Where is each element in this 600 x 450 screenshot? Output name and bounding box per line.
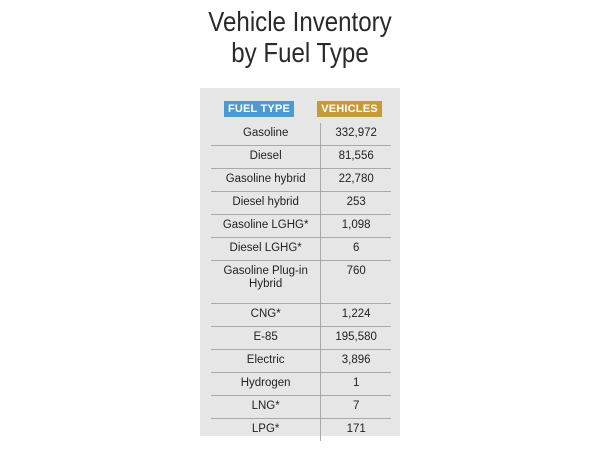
fuel-type-header: FUEL TYPE — [224, 101, 294, 117]
table-row: Diesel LGHG* 6 — [211, 237, 391, 261]
fuel-type-cell: Gasoline hybrid — [211, 168, 322, 192]
table-row: CNG* 1,224 — [211, 303, 391, 327]
fuel-type-cell: LPG* — [211, 418, 322, 441]
table-row: Gasoline 332,972 — [211, 123, 391, 146]
vehicles-cell: 3,896 — [320, 349, 391, 373]
vehicles-cell: 7 — [320, 395, 391, 419]
fuel-type-cell: Hydrogen — [211, 372, 322, 396]
vehicles-cell: 195,580 — [320, 326, 391, 350]
fuel-type-cell: LNG* — [211, 395, 322, 419]
table-row: Gasoline Plug-in Hybrid 760 — [211, 260, 391, 304]
fuel-type-cell: Diesel LGHG* — [211, 237, 322, 261]
vehicles-cell: 1,098 — [320, 214, 391, 238]
vehicles-header: VEHICLES — [317, 101, 382, 117]
table-row: Diesel 81,556 — [211, 145, 391, 169]
inventory-table-panel: FUEL TYPE VEHICLES Gasoline 332,972 Dies… — [200, 88, 400, 441]
vehicles-cell: 1,224 — [320, 303, 391, 327]
fuel-type-cell: CNG* — [211, 303, 322, 327]
fuel-type-cell: Diesel hybrid — [211, 191, 322, 215]
fuel-type-cell: Electric — [211, 349, 322, 373]
vehicles-cell: 253 — [320, 191, 391, 215]
page-title: Vehicle Inventory by Fuel Type — [171, 6, 429, 68]
fuel-type-cell: Gasoline LGHG* — [211, 214, 322, 238]
inventory-table: Gasoline 332,972 Diesel 81,556 Gasoline … — [211, 123, 391, 441]
vehicles-cell: 1 — [320, 372, 391, 396]
vehicles-cell: 81,556 — [320, 145, 391, 169]
vehicles-cell: 171 — [320, 418, 391, 441]
vehicles-cell: 332,972 — [335, 127, 377, 139]
table-row: LPG* 171 — [211, 418, 391, 441]
table-row: E-85 195,580 — [211, 326, 391, 350]
fuel-type-cell: Diesel — [211, 145, 322, 169]
fuel-type-cell: Gasoline — [211, 123, 322, 146]
table-row: Electric 3,896 — [211, 349, 391, 373]
table-row: LNG* 7 — [211, 395, 391, 419]
table-row: Hydrogen 1 — [211, 372, 391, 396]
table-row: Diesel hybrid 253 — [211, 191, 391, 215]
fuel-type-cell: Gasoline Plug-in Hybrid — [211, 260, 322, 304]
title-line-2: by Fuel Type — [231, 37, 369, 68]
table-row: Gasoline LGHG* 1,098 — [211, 214, 391, 238]
fuel-type-cell: E-85 — [211, 326, 322, 350]
vehicles-cell: 6 — [320, 237, 391, 261]
title-line-1: Vehicle Inventory — [208, 6, 392, 37]
vehicles-cell: 22,780 — [320, 168, 391, 192]
vehicles-cell: 760 — [320, 260, 391, 304]
table-row: Gasoline hybrid 22,780 — [211, 168, 391, 192]
